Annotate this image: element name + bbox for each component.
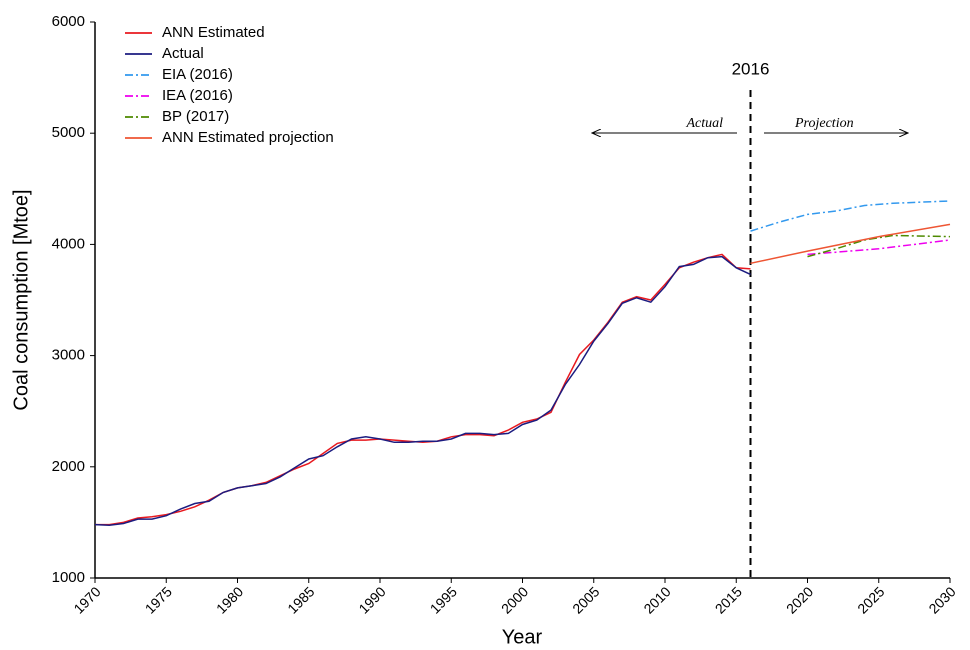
y-tick-label: 2000: [52, 458, 85, 475]
x-tick-label: 2015: [712, 583, 745, 616]
series-line: [807, 239, 951, 256]
legend-label: Actual: [162, 45, 204, 62]
x-tick-label: 2025: [854, 583, 887, 616]
x-tick-label: 1995: [427, 583, 460, 616]
series-line: [750, 223, 951, 265]
legend-label: IEA (2016): [162, 87, 233, 104]
x-tick-label: 2005: [569, 583, 602, 616]
x-tick-label: 1980: [213, 583, 246, 616]
x-tick-label: 1970: [70, 583, 103, 616]
y-tick-label: 3000: [52, 347, 85, 364]
y-tick-label: 4000: [52, 235, 85, 252]
series-line: [750, 200, 951, 232]
x-tick-label: 2030: [925, 583, 958, 616]
legend-label: ANN Estimated projection: [162, 129, 334, 146]
x-tick-label: 2020: [783, 583, 816, 616]
x-axis-label: Year: [502, 626, 543, 648]
y-axis-label: Coal consumption [Mtoe]: [10, 189, 32, 410]
series-line: [94, 255, 751, 526]
x-tick-label: 2010: [640, 583, 673, 616]
x-tick-label: 1985: [284, 583, 317, 616]
y-tick-label: 5000: [52, 124, 85, 141]
series-line: [95, 253, 751, 526]
legend-label: BP (2017): [162, 108, 229, 125]
legend-label: EIA (2016): [162, 66, 233, 83]
x-tick-label: 2000: [498, 583, 531, 616]
x-tick-label: 1990: [355, 583, 388, 616]
y-tick-label: 1000: [52, 569, 85, 586]
annotation: Projection: [794, 116, 854, 131]
annotation: Actual: [685, 116, 723, 131]
y-tick-label: 6000: [52, 13, 85, 30]
divider-label: 2016: [732, 59, 770, 78]
x-tick-label: 1975: [142, 583, 175, 616]
legend-label: ANN Estimated: [162, 24, 265, 41]
